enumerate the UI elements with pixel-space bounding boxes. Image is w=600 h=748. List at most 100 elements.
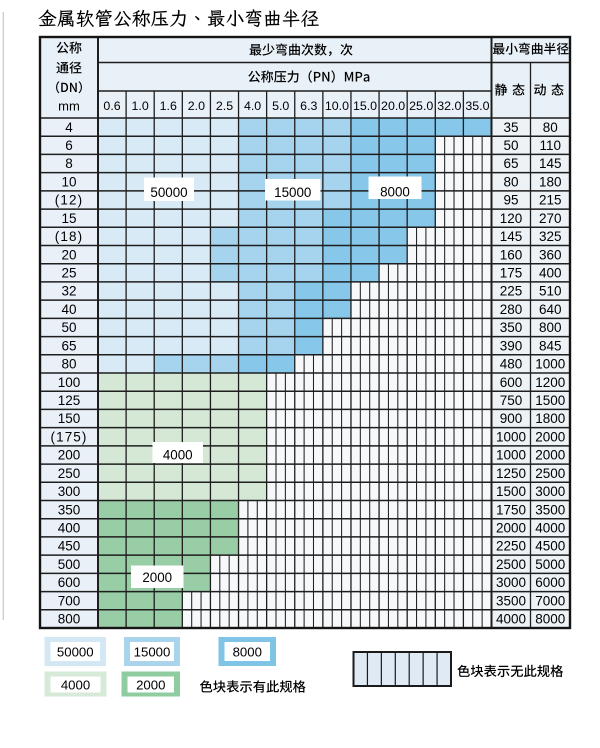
svg-text:3500: 3500 <box>535 502 565 517</box>
svg-text:6.3: 6.3 <box>300 99 317 113</box>
svg-text:8000: 8000 <box>233 645 262 660</box>
svg-text:1.0: 1.0 <box>132 99 149 113</box>
svg-text:480: 480 <box>500 357 523 372</box>
svg-text:15000: 15000 <box>134 645 171 660</box>
svg-text:1000: 1000 <box>496 429 526 444</box>
svg-text:2.0: 2.0 <box>188 99 205 113</box>
svg-text:700: 700 <box>58 593 81 608</box>
svg-text:750: 750 <box>500 393 523 408</box>
svg-text:20: 20 <box>61 247 76 262</box>
svg-text:2000: 2000 <box>136 677 165 692</box>
svg-text:250: 250 <box>58 466 81 481</box>
svg-text:225: 225 <box>500 284 523 299</box>
svg-text:25.0: 25.0 <box>409 99 433 113</box>
svg-text:350: 350 <box>500 320 523 335</box>
svg-text:1.6: 1.6 <box>160 99 177 113</box>
svg-text:325: 325 <box>539 229 562 244</box>
svg-text:400: 400 <box>58 521 81 536</box>
svg-text:8000: 8000 <box>535 612 565 627</box>
svg-text:1000: 1000 <box>496 448 526 463</box>
svg-text:300: 300 <box>58 484 81 499</box>
svg-text:125: 125 <box>58 393 81 408</box>
svg-text:390: 390 <box>500 338 523 353</box>
svg-text:15000: 15000 <box>274 185 311 200</box>
svg-text:8000: 8000 <box>380 185 410 200</box>
svg-text:35: 35 <box>503 120 518 135</box>
svg-text:640: 640 <box>539 302 562 317</box>
svg-text:4000: 4000 <box>496 612 526 627</box>
svg-text:(18): (18) <box>55 229 83 244</box>
svg-text:40: 40 <box>61 302 76 317</box>
svg-text:2000: 2000 <box>496 521 526 536</box>
svg-text:150: 150 <box>58 411 81 426</box>
svg-text:4000: 4000 <box>61 677 90 692</box>
svg-text:(12): (12) <box>55 193 83 208</box>
svg-text:1250: 1250 <box>496 466 526 481</box>
svg-text:6: 6 <box>65 138 73 153</box>
svg-text:845: 845 <box>539 338 562 353</box>
svg-text:80: 80 <box>543 120 558 135</box>
svg-text:32.0: 32.0 <box>437 99 461 113</box>
svg-text:1800: 1800 <box>535 411 565 426</box>
svg-text:110: 110 <box>539 138 561 153</box>
svg-text:mm: mm <box>58 99 80 114</box>
svg-text:7000: 7000 <box>535 593 565 608</box>
svg-text:600: 600 <box>58 575 81 590</box>
svg-text:0.6: 0.6 <box>103 99 120 113</box>
svg-text:8: 8 <box>65 156 73 171</box>
svg-text:5.0: 5.0 <box>272 99 289 113</box>
svg-text:350: 350 <box>58 502 81 517</box>
svg-text:1500: 1500 <box>496 484 526 499</box>
svg-text:6000: 6000 <box>535 575 565 590</box>
svg-text:50: 50 <box>503 138 518 153</box>
svg-text:15.0: 15.0 <box>353 99 377 113</box>
svg-text:4.0: 4.0 <box>244 99 261 113</box>
svg-text:1000: 1000 <box>535 357 565 372</box>
svg-text:35.0: 35.0 <box>465 99 489 113</box>
svg-text:10: 10 <box>61 174 76 189</box>
svg-text:65: 65 <box>61 338 76 353</box>
svg-text:800: 800 <box>539 320 562 335</box>
svg-text:2.5: 2.5 <box>216 99 233 113</box>
svg-text:50000: 50000 <box>150 185 187 200</box>
svg-text:360: 360 <box>539 247 562 262</box>
svg-text:(175): (175) <box>50 429 87 444</box>
svg-text:145: 145 <box>539 156 562 171</box>
svg-text:80: 80 <box>503 174 518 189</box>
svg-text:200: 200 <box>58 448 81 463</box>
svg-text:145: 145 <box>500 229 523 244</box>
svg-text:95: 95 <box>503 193 518 208</box>
svg-text:65: 65 <box>503 156 518 171</box>
svg-text:10.0: 10.0 <box>325 99 349 113</box>
svg-text:510: 510 <box>539 284 562 299</box>
svg-text:3500: 3500 <box>496 593 526 608</box>
svg-text:100: 100 <box>58 375 81 390</box>
svg-text:1750: 1750 <box>496 502 526 517</box>
svg-text:25: 25 <box>61 266 76 281</box>
svg-text:2000: 2000 <box>535 429 565 444</box>
svg-text:50: 50 <box>61 320 76 335</box>
svg-text:4000: 4000 <box>163 448 193 463</box>
svg-text:400: 400 <box>539 266 562 281</box>
svg-text:2250: 2250 <box>496 539 526 554</box>
svg-text:2500: 2500 <box>496 557 526 572</box>
svg-text:120: 120 <box>500 211 523 226</box>
svg-text:215: 215 <box>539 193 562 208</box>
svg-text:50000: 50000 <box>57 645 94 660</box>
svg-text:500: 500 <box>58 557 81 572</box>
svg-text:3000: 3000 <box>535 484 565 499</box>
svg-text:2000: 2000 <box>535 448 565 463</box>
svg-text:280: 280 <box>500 302 523 317</box>
svg-text:2500: 2500 <box>535 466 565 481</box>
svg-text:450: 450 <box>58 539 81 554</box>
svg-text:15: 15 <box>61 211 76 226</box>
svg-text:900: 900 <box>500 411 523 426</box>
svg-text:270: 270 <box>539 211 562 226</box>
svg-text:180: 180 <box>539 174 562 189</box>
svg-text:1200: 1200 <box>535 375 565 390</box>
svg-text:80: 80 <box>61 357 76 372</box>
svg-text:3000: 3000 <box>496 575 526 590</box>
svg-text:4500: 4500 <box>535 539 565 554</box>
svg-text:600: 600 <box>500 375 523 390</box>
svg-text:1500: 1500 <box>535 393 565 408</box>
